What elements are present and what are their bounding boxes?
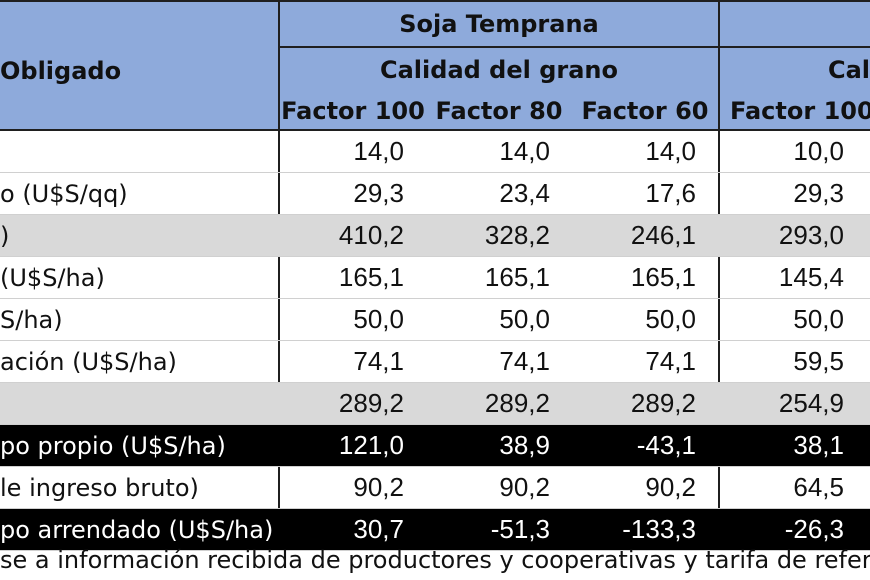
cell: 121,0 — [338, 430, 404, 460]
cell: 14,0 — [353, 136, 404, 166]
cell: 165,1 — [484, 262, 550, 292]
row-label: (U$S/ha) — [0, 263, 105, 292]
cell: 74,1 — [353, 346, 404, 376]
cell: 90,2 — [499, 472, 550, 502]
table-header: Obligado Soja Temprana Calidad del grano… — [0, 2, 870, 131]
cell: -26,3 — [784, 514, 844, 544]
factor-header-2: Factor 80 — [435, 96, 563, 125]
cell: 246,1 — [630, 220, 696, 250]
group2-subtitle: Cal — [827, 56, 870, 84]
cell: 64,5 — [793, 472, 844, 502]
row-label: ación (U$S/ha) — [0, 347, 177, 376]
cell: 10,0 — [793, 136, 844, 166]
row-label: S/ha) — [0, 305, 63, 334]
cell: 59,5 — [793, 346, 844, 376]
cell: -51,3 — [490, 514, 550, 544]
header-rule — [278, 46, 870, 48]
body-divider — [278, 131, 280, 551]
cell: 14,0 — [499, 136, 550, 166]
cell: 17,6 — [645, 178, 696, 208]
cell: 50,0 — [353, 304, 404, 334]
row-label: po propio (U$S/ha) — [0, 431, 226, 460]
margin-table: Obligado Soja Temprana Calidad del grano… — [0, 0, 870, 551]
cell: 410,2 — [338, 220, 404, 250]
cell: 50,0 — [499, 304, 550, 334]
cell: 30,7 — [353, 514, 404, 544]
table-body: 14,0 14,0 14,0 10,0 o (U$S/qq) 29,3 23,4… — [0, 131, 870, 551]
cell: 14,0 — [645, 136, 696, 166]
cell: 293,0 — [778, 220, 844, 250]
group-title-soja-temprana: Soja Temprana — [399, 10, 599, 38]
cell: 165,1 — [338, 262, 404, 292]
table-row: S/ha) 50,0 50,0 50,0 50,0 — [0, 299, 870, 341]
cell: 50,0 — [793, 304, 844, 334]
cell: 289,2 — [484, 388, 550, 418]
table-row: 14,0 14,0 14,0 10,0 — [0, 131, 870, 173]
row-label-header: Obligado — [0, 57, 122, 85]
cell: -43,1 — [636, 430, 696, 460]
cell: 74,1 — [645, 346, 696, 376]
table-row: ación (U$S/ha) 74,1 74,1 74,1 59,5 — [0, 341, 870, 383]
table-row: le ingreso bruto) 90,2 90,2 90,2 64,5 — [0, 467, 870, 509]
header-divider — [278, 2, 280, 129]
table-row-highlight: po propio (U$S/ha) 121,0 38,9 -43,1 38,1 — [0, 425, 870, 467]
cell: 328,2 — [484, 220, 550, 250]
row-label: le ingreso bruto) — [0, 473, 199, 502]
row-label: o (U$S/qq) — [0, 179, 128, 208]
table-row-highlight: po arrendado (U$S/ha) 30,7 -51,3 -133,3 … — [0, 509, 870, 551]
cell: 165,1 — [630, 262, 696, 292]
header-divider — [718, 2, 720, 129]
factor-header-4: Factor 100 — [730, 96, 870, 125]
factor-header-3: Factor 60 — [581, 96, 709, 125]
table-row: o (U$S/qq) 29,3 23,4 17,6 29,3 — [0, 173, 870, 215]
source-note: se a información recibida de productores… — [0, 546, 870, 574]
cell: 38,9 — [499, 430, 550, 460]
row-label: ) — [0, 221, 10, 250]
table-row: 289,2 289,2 289,2 254,9 — [0, 383, 870, 425]
cell: 254,9 — [778, 388, 844, 418]
cell: 289,2 — [630, 388, 696, 418]
cell: 289,2 — [338, 388, 404, 418]
cell: 29,3 — [793, 178, 844, 208]
cell: 74,1 — [499, 346, 550, 376]
table-row: ) 410,2 328,2 246,1 293,0 — [0, 215, 870, 257]
cell: 90,2 — [353, 472, 404, 502]
group-subtitle-calidad: Calidad del grano — [380, 56, 618, 84]
cell: 145,4 — [778, 262, 844, 292]
cell: -133,3 — [622, 514, 696, 544]
cell: 90,2 — [645, 472, 696, 502]
row-label: po arrendado (U$S/ha) — [0, 515, 274, 544]
body-divider — [718, 131, 720, 551]
factor-header-1: Factor 100 — [281, 96, 425, 125]
table-row: (U$S/ha) 165,1 165,1 165,1 145,4 — [0, 257, 870, 299]
cell: 29,3 — [353, 178, 404, 208]
cell: 23,4 — [499, 178, 550, 208]
cell: 50,0 — [645, 304, 696, 334]
cell: 38,1 — [793, 430, 844, 460]
